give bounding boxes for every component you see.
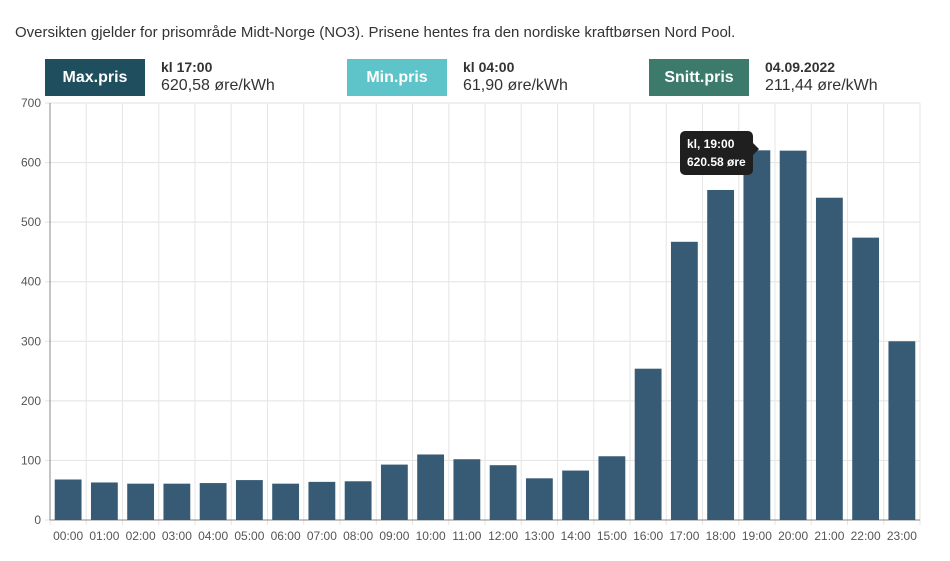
y-tick-label: 100 [21, 453, 41, 467]
avg-price-value: 211,44 øre/kWh [765, 77, 878, 94]
x-tick-label: 01:00 [89, 529, 119, 543]
tooltip-title: kl, 19:00 [687, 137, 735, 151]
x-tick-label: 06:00 [271, 529, 301, 543]
x-tick-label: 20:00 [778, 529, 808, 543]
bar-0600 [272, 483, 300, 520]
bar-1400 [562, 470, 590, 520]
x-tick-label: 07:00 [307, 529, 337, 543]
y-tick-label: 400 [21, 275, 41, 289]
x-tick-label: 22:00 [851, 529, 881, 543]
bar-1200 [489, 465, 517, 520]
x-tick-label: 12:00 [488, 529, 518, 543]
bar-1300 [525, 478, 553, 520]
avg-price-badge: Snitt.pris [649, 59, 749, 96]
x-tick-label: 21:00 [814, 529, 844, 543]
y-tick-label: 500 [21, 215, 41, 229]
min-price-badge: Min.pris [347, 59, 447, 96]
bar-0700 [308, 481, 336, 520]
x-tick-label: 19:00 [742, 529, 772, 543]
bar-2100 [815, 197, 843, 520]
bar-0000 [54, 479, 82, 520]
y-tick-label: 200 [21, 394, 41, 408]
min-price-value: 61,90 øre/kWh [463, 77, 568, 94]
x-tick-label: 05:00 [234, 529, 264, 543]
bar-1800 [707, 189, 735, 520]
bar-0800 [344, 481, 372, 520]
x-tick-label: 13:00 [524, 529, 554, 543]
max-price-value: 620,58 øre/kWh [161, 77, 275, 94]
tooltip-value: 620.58 øre [687, 155, 746, 169]
bar-1700 [670, 241, 698, 520]
x-tick-label: 15:00 [597, 529, 627, 543]
y-tick-label: 0 [34, 513, 41, 527]
max-price-info: kl 17:00 620,58 øre/kWh [161, 59, 275, 96]
x-tick-label: 04:00 [198, 529, 228, 543]
bar-tooltip: kl, 19:00 620.58 øre [680, 131, 759, 175]
bar-2200 [852, 237, 880, 521]
x-tick-label: 10:00 [416, 529, 446, 543]
bar-0200 [127, 483, 155, 520]
min-price-info: kl 04:00 61,90 øre/kWh [463, 59, 568, 96]
bar-2300 [888, 341, 916, 520]
x-tick-label: 23:00 [887, 529, 917, 543]
x-tick-label: 18:00 [706, 529, 736, 543]
x-tick-label: 17:00 [669, 529, 699, 543]
x-tick-label: 00:00 [53, 529, 83, 543]
y-tick-label: 600 [21, 156, 41, 170]
bar-0100 [90, 482, 118, 520]
max-price-time: kl 17:00 [161, 59, 213, 75]
x-tick-label: 03:00 [162, 529, 192, 543]
bar-0500 [235, 480, 263, 520]
intro-text: Oversikten gjelder for prisområde Midt-N… [15, 24, 736, 41]
y-tick-label: 300 [21, 334, 41, 348]
x-tick-label: 16:00 [633, 529, 663, 543]
x-tick-label: 02:00 [126, 529, 156, 543]
bar-1100 [453, 459, 481, 520]
avg-price-date: 04.09.2022 [765, 59, 836, 75]
max-price-badge: Max.pris [45, 59, 145, 96]
bar-1600 [634, 368, 662, 520]
min-price-time: kl 04:00 [463, 59, 515, 75]
x-tick-label: 09:00 [379, 529, 409, 543]
x-tick-label: 14:00 [561, 529, 591, 543]
bar-2000 [779, 150, 807, 520]
bar-0300 [163, 483, 191, 520]
avg-price-info: 04.09.2022 211,44 øre/kWh [765, 59, 878, 96]
x-tick-label: 08:00 [343, 529, 373, 543]
y-tick-label: 700 [21, 96, 41, 110]
bar-0900 [380, 464, 408, 520]
bar-1500 [598, 456, 626, 520]
bar-0400 [199, 483, 227, 520]
bar-1000 [417, 454, 445, 520]
bar-1900 [743, 150, 771, 520]
x-tick-label: 11:00 [452, 529, 481, 543]
